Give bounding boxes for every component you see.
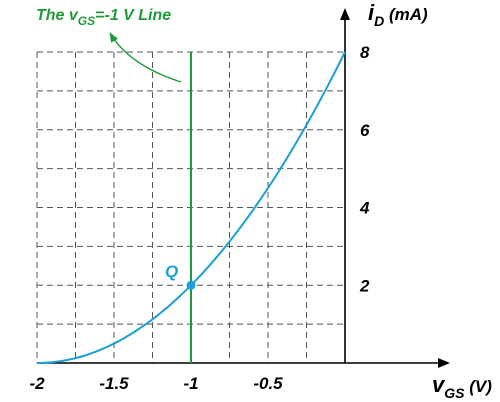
tick-labels: -2 -1.5 -1 -0.5 2 4 6 8 (29, 43, 370, 393)
vgs-line-annotation: The vGS=-1 V Line (36, 7, 171, 28)
x-tick-label: -1.5 (99, 374, 129, 393)
x-tick-label: -0.5 (253, 374, 283, 393)
y-axis-title: iD (mA) (368, 0, 428, 29)
q-point-marker (186, 280, 196, 290)
y-tick-label: 2 (359, 276, 370, 295)
y-tick-label: 4 (359, 199, 370, 218)
q-point-label: Q (165, 262, 178, 281)
y-tick-label: 8 (360, 43, 370, 62)
x-tick-label: -2 (29, 374, 45, 393)
axes (37, 8, 450, 368)
annotation-arrow (109, 32, 182, 83)
x-axis-title: vGS (V) (432, 372, 492, 401)
series (36, 51, 346, 364)
y-tick-label: 6 (360, 121, 370, 140)
x-tick-label: -1 (183, 374, 198, 393)
